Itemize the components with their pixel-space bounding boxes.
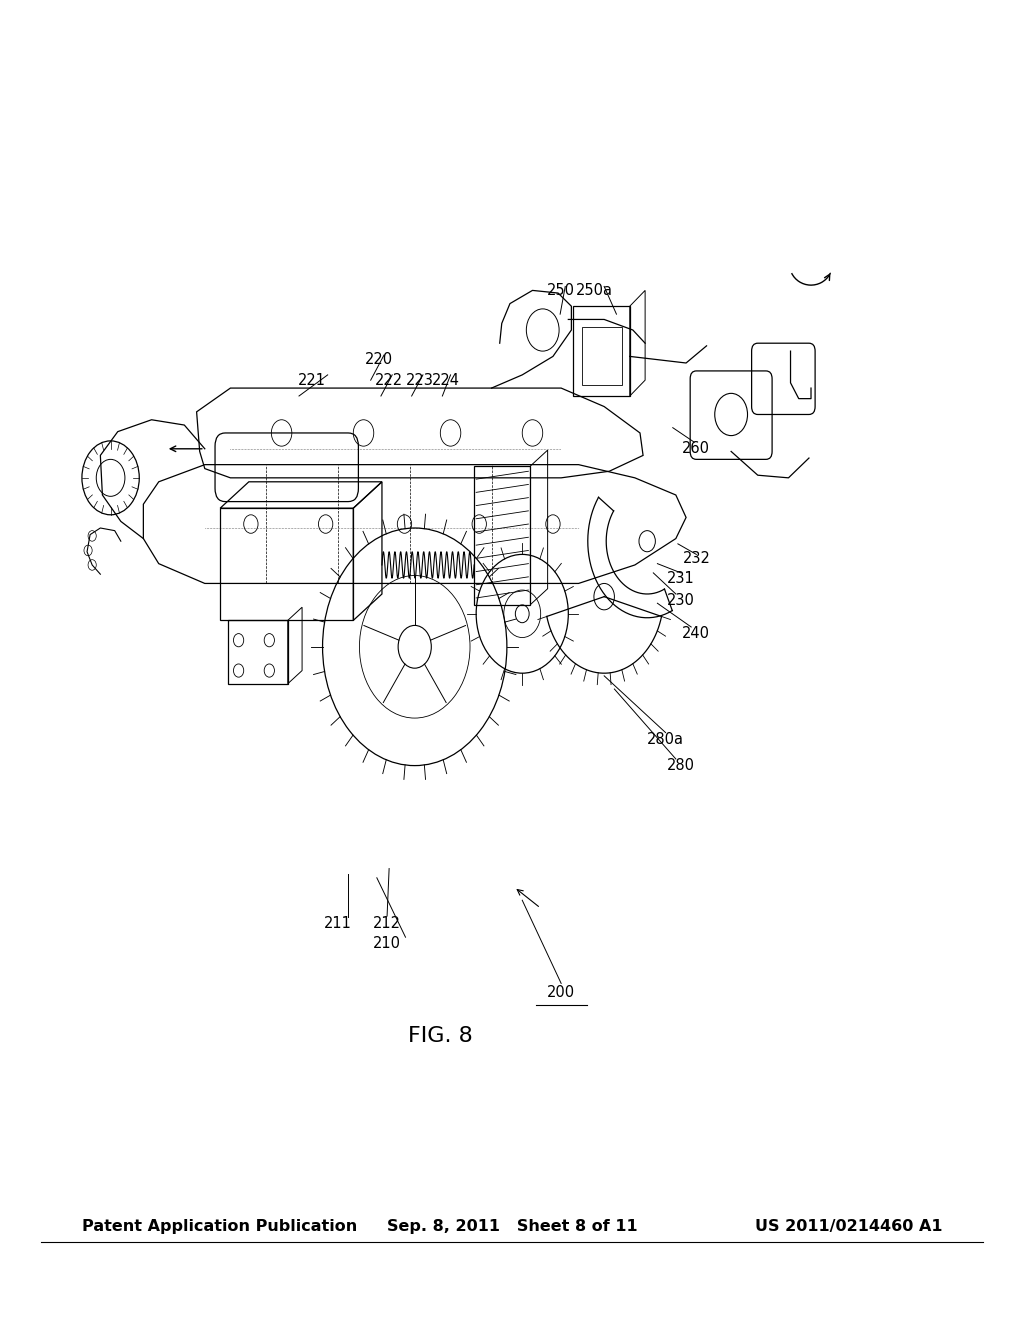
Text: 224: 224 — [431, 372, 460, 388]
Text: US 2011/0214460 A1: US 2011/0214460 A1 — [755, 1218, 942, 1234]
Text: Patent Application Publication: Patent Application Publication — [82, 1218, 357, 1234]
Text: 223: 223 — [406, 372, 434, 388]
Text: 260: 260 — [682, 441, 711, 457]
Text: 212: 212 — [373, 916, 401, 932]
Text: 250a: 250a — [575, 282, 612, 298]
Text: 250: 250 — [547, 282, 575, 298]
Text: 232: 232 — [682, 550, 711, 566]
Text: 240: 240 — [682, 626, 711, 642]
Text: FIG. 8: FIG. 8 — [408, 1026, 473, 1047]
Text: 221: 221 — [298, 372, 327, 388]
Text: 211: 211 — [324, 916, 352, 932]
Text: 222: 222 — [375, 372, 403, 388]
Text: 220: 220 — [365, 351, 393, 367]
Text: 280: 280 — [667, 758, 695, 774]
Text: 231: 231 — [667, 570, 695, 586]
Text: 200: 200 — [547, 985, 575, 1001]
Text: 210: 210 — [373, 936, 401, 952]
Text: 280a: 280a — [647, 731, 684, 747]
Text: Sep. 8, 2011   Sheet 8 of 11: Sep. 8, 2011 Sheet 8 of 11 — [387, 1218, 637, 1234]
Text: 230: 230 — [667, 593, 695, 609]
